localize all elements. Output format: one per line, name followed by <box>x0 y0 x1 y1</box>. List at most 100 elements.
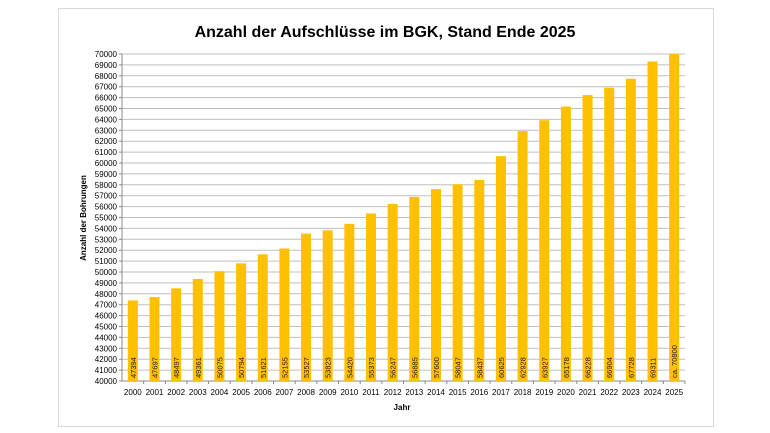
y-tick-label: 69000 <box>95 61 118 70</box>
bar-2002 <box>171 288 182 381</box>
x-tick-label: 2004 <box>211 388 229 397</box>
data-label-2005: 50794 <box>237 357 246 378</box>
bar-2019 <box>539 120 550 381</box>
x-tick-label: 2015 <box>449 388 467 397</box>
x-tick-label: 2013 <box>405 388 423 397</box>
y-tick-label: 46000 <box>95 312 118 321</box>
data-label-2008: 53527 <box>302 357 311 378</box>
x-tick-label: 2008 <box>297 388 315 397</box>
bar-2001 <box>149 297 160 381</box>
data-label-2012: 56247 <box>389 357 398 378</box>
data-label-2014: 57600 <box>432 357 441 378</box>
bar-2000 <box>127 300 138 381</box>
bar-2021 <box>582 95 593 381</box>
data-label-2015: 58047 <box>454 357 463 378</box>
data-label-2002: 48497 <box>172 357 181 378</box>
bar-2005 <box>236 263 247 381</box>
x-tick-label: 2009 <box>319 388 337 397</box>
bar-2008 <box>301 233 312 381</box>
bar-2022 <box>604 87 615 381</box>
bar-2025 <box>669 54 680 381</box>
y-tick-label: 67000 <box>95 83 118 92</box>
chart-frame <box>58 8 714 427</box>
data-label-2009: 53823 <box>324 357 333 378</box>
data-label-2007: 52155 <box>280 357 289 378</box>
y-tick-label: 68000 <box>95 72 118 81</box>
x-tick-label: 2025 <box>665 388 683 397</box>
y-tick-label: 45000 <box>95 323 118 332</box>
y-tick-label: 56000 <box>95 203 118 212</box>
y-tick-label: 63000 <box>95 126 118 135</box>
x-tick-label: 2022 <box>600 388 618 397</box>
data-label-2013: 56885 <box>410 357 419 378</box>
y-tick-label: 52000 <box>95 246 118 255</box>
y-tick-label: 42000 <box>95 355 118 364</box>
x-tick-label: 2017 <box>492 388 510 397</box>
x-tick-label: 2000 <box>124 388 142 397</box>
y-tick-label: 64000 <box>95 115 118 124</box>
data-label-2016: 58437 <box>475 357 484 378</box>
data-label-2003: 49361 <box>194 357 203 378</box>
bar-2012 <box>387 203 398 381</box>
y-tick-label: 58000 <box>95 181 118 190</box>
bar-2024 <box>647 61 658 381</box>
bar-2009 <box>322 230 333 381</box>
x-tick-label: 2007 <box>276 388 294 397</box>
y-tick-label: 60000 <box>95 159 118 168</box>
data-label-2004: 50075 <box>215 357 224 378</box>
y-tick-label: 51000 <box>95 257 118 266</box>
x-tick-label: 2011 <box>362 388 380 397</box>
data-label-2022: 66904 <box>605 357 614 378</box>
x-tick-label: 2016 <box>470 388 488 397</box>
x-tick-label: 2002 <box>167 388 185 397</box>
bar-2014 <box>430 189 441 381</box>
y-tick-label: 48000 <box>95 290 118 299</box>
x-tick-label: 2003 <box>189 388 207 397</box>
bar-2006 <box>257 254 268 381</box>
y-tick-label: 40000 <box>95 377 118 386</box>
data-label-2010: 54420 <box>345 357 354 378</box>
y-tick-label: 70000 <box>95 50 118 59</box>
y-tick-label: 47000 <box>95 301 118 310</box>
bar-2016 <box>474 180 485 381</box>
y-tick-label: 54000 <box>95 224 118 233</box>
data-label-2000: 47394 <box>129 357 138 378</box>
y-tick-label: 65000 <box>95 105 118 114</box>
bar-2023 <box>625 78 636 381</box>
x-tick-label: 2012 <box>384 388 402 397</box>
data-label-2023: 67728 <box>627 357 636 378</box>
bar-2007 <box>279 248 290 381</box>
data-label-2019: 63927 <box>540 357 549 378</box>
data-label-2006: 51621 <box>259 357 268 378</box>
x-tick-label: 2021 <box>579 388 597 397</box>
data-label-2020: 65178 <box>562 357 571 378</box>
y-tick-label: 55000 <box>95 214 118 223</box>
data-label-2025: ca. 70800 <box>670 345 679 378</box>
x-tick-label: 2010 <box>340 388 358 397</box>
y-tick-label: 53000 <box>95 235 118 244</box>
x-tick-label: 2006 <box>254 388 272 397</box>
y-tick-label: 57000 <box>95 192 118 201</box>
bar-2013 <box>409 196 420 381</box>
y-tick-label: 43000 <box>95 344 118 353</box>
data-label-2021: 66228 <box>584 357 593 378</box>
y-tick-label: 66000 <box>95 94 118 103</box>
y-tick-label: 44000 <box>95 333 118 342</box>
bar-2018 <box>517 131 528 381</box>
y-tick-label: 61000 <box>95 148 118 157</box>
x-tick-label: 2024 <box>644 388 662 397</box>
bar-2010 <box>344 223 355 381</box>
y-tick-label: 50000 <box>95 268 118 277</box>
y-tick-label: 62000 <box>95 137 118 146</box>
x-tick-label: 2020 <box>557 388 575 397</box>
data-label-2011: 55373 <box>367 357 376 378</box>
chart-title: Anzahl der Aufschlüsse im BGK, Stand End… <box>194 24 576 41</box>
bar-2004 <box>214 271 225 381</box>
bar-2011 <box>366 213 377 381</box>
y-tick-label: 49000 <box>95 279 118 288</box>
x-tick-label: 2001 <box>146 388 164 397</box>
data-label-2018: 62928 <box>519 357 528 378</box>
bar-2017 <box>495 156 506 381</box>
bar-2003 <box>192 278 203 381</box>
